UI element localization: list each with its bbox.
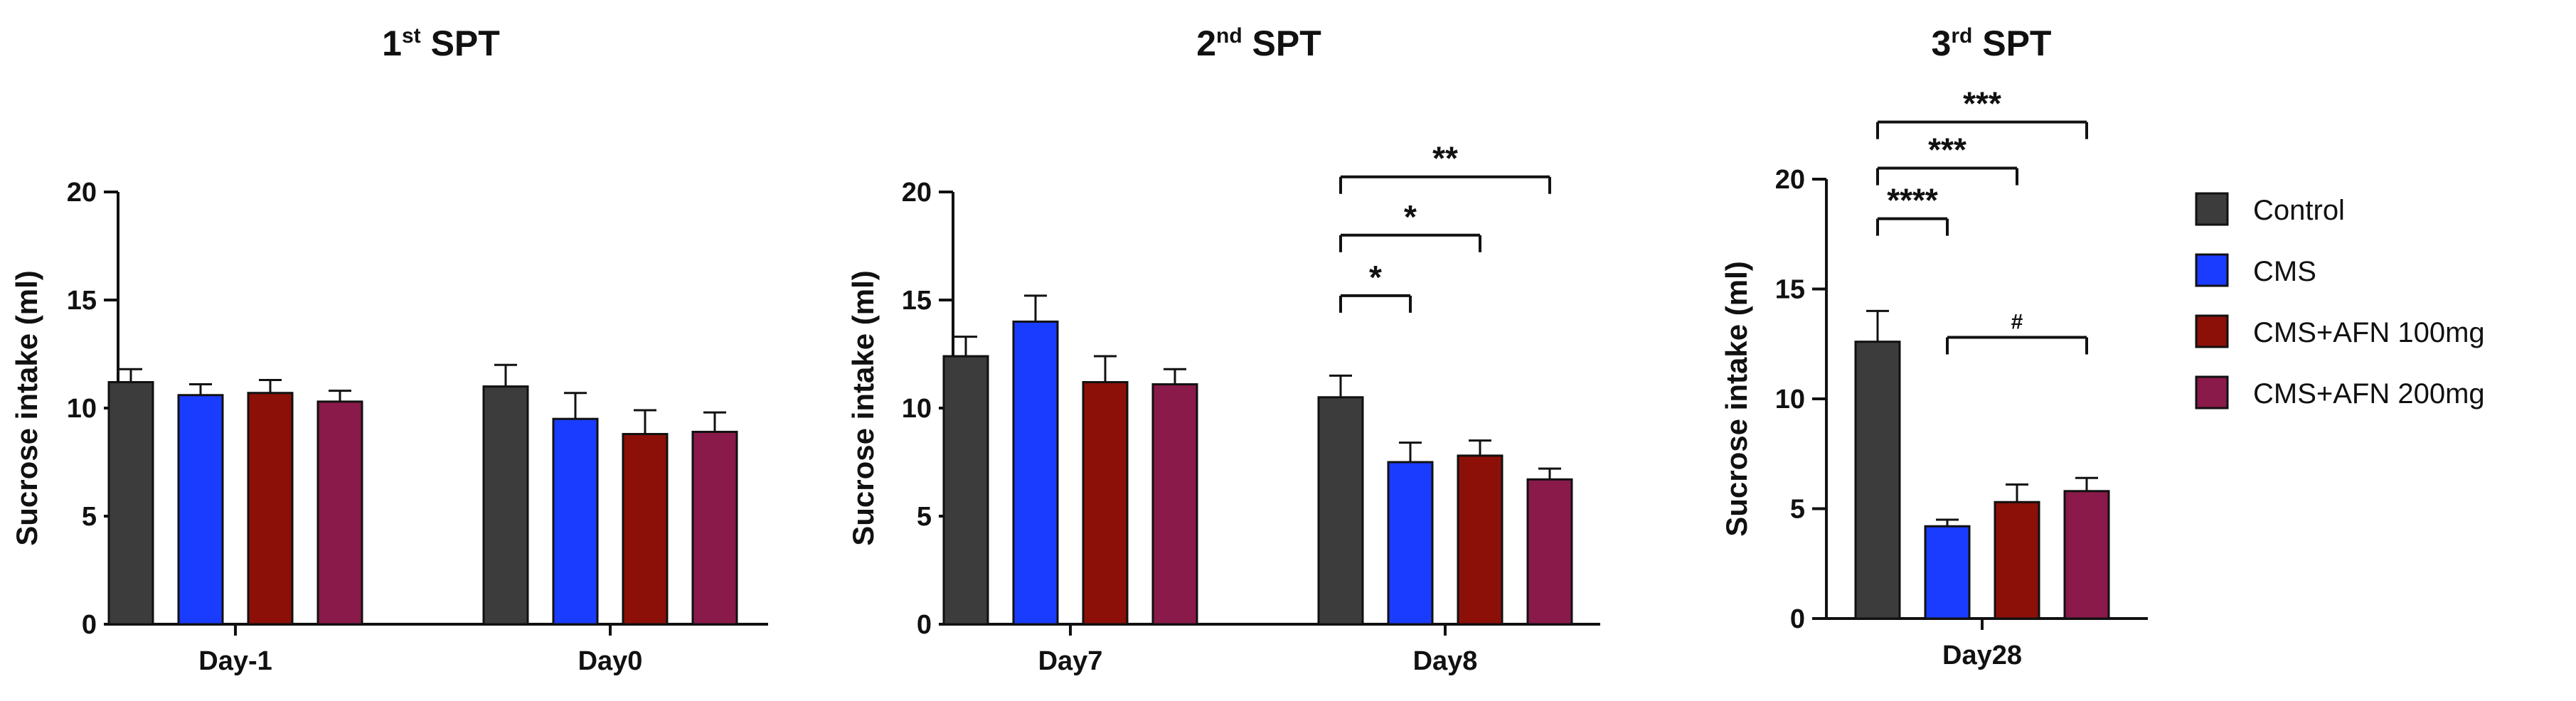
y-tick-label: 20 <box>67 178 97 208</box>
bar-cms-afn-200mg <box>1151 383 1198 626</box>
x-tick-label: Day0 <box>578 646 643 676</box>
bar-control <box>1317 396 1364 626</box>
y-tick-label: 10 <box>1775 385 1805 414</box>
bar-cms-afn-100mg <box>1082 381 1129 626</box>
bar-cms <box>1924 525 1971 620</box>
significance-label: *** <box>1963 85 2001 122</box>
y-tick-label: 0 <box>917 610 932 640</box>
y-tick-label: 10 <box>67 394 97 424</box>
y-tick-label: 5 <box>917 502 932 532</box>
legend-label: Control <box>2253 195 2345 226</box>
x-tick-label: Day7 <box>1038 646 1103 676</box>
y-axis-label: Sucrose intake (ml) <box>10 270 43 545</box>
panel-title-sup: rd <box>1951 24 1972 48</box>
panel-title-rest: SPT <box>421 23 500 63</box>
bar-control <box>1854 341 1901 620</box>
panel-title-sup: st <box>402 24 421 48</box>
x-tick-label: Day8 <box>1413 646 1478 676</box>
y-tick-label: 10 <box>902 394 932 424</box>
bar-cms <box>1012 320 1059 626</box>
significance-label: # <box>2011 310 2023 333</box>
y-tick-label: 20 <box>902 178 932 208</box>
y-tick-label: 15 <box>67 286 97 316</box>
y-tick-label: 5 <box>1790 495 1805 525</box>
bar-cms-afn-100mg <box>1457 454 1503 626</box>
bar-control <box>942 355 989 626</box>
significance-label: * <box>1404 198 1417 235</box>
panel-title: 1st SPT <box>382 23 500 63</box>
y-tick-label: 20 <box>1775 165 1805 195</box>
x-tick-label: Day28 <box>1942 641 2022 670</box>
y-axis-label: Sucrose intake (ml) <box>1720 261 1753 536</box>
legend: Control CMS CMS+AFN 100mg CMS+AFN 200mg <box>2195 192 2485 410</box>
bar-cms <box>552 417 599 626</box>
chart-panel-1: 1st SPT 0 5 10 15 20 Sucrose intake (ml) Day-1 D… <box>10 23 768 676</box>
x-tick-label: Day-1 <box>198 646 272 676</box>
bar-cms-afn-100mg <box>622 432 669 626</box>
significance-label: *** <box>1928 132 1966 168</box>
y-axis-label: Sucrose intake (ml) <box>846 270 880 545</box>
chart-panel-3: 3rd SPT 0 5 10 15 20 Sucrose intake (ml) Day28 *… <box>1720 23 2148 670</box>
bar-cms-afn-200mg <box>1526 478 1573 626</box>
panel-title-main: 2 <box>1196 23 1216 63</box>
panel-title-main: 3 <box>1932 23 1952 63</box>
bar-cms-afn-200mg <box>2063 490 2110 620</box>
bar-cms <box>1387 461 1434 626</box>
significance-label: * <box>1369 259 1382 296</box>
panel-title-sup: nd <box>1216 24 1242 48</box>
legend-label: CMS+AFN 200mg <box>2253 378 2485 410</box>
bar-cms-afn-100mg <box>1994 501 2040 620</box>
significance-label: **** <box>1887 182 1938 219</box>
bar-cms-afn-100mg <box>247 392 294 626</box>
legend-label: CMS <box>2253 256 2316 287</box>
legend-swatch-control <box>2195 192 2229 226</box>
bar-cms-afn-200mg <box>316 400 363 626</box>
legend-swatch-cms-afn-100mg <box>2195 314 2229 348</box>
significance-label: ** <box>1432 140 1458 177</box>
y-tick-label: 15 <box>1775 275 1805 305</box>
y-tick-label: 0 <box>82 610 97 640</box>
panel-title-main: 1 <box>382 23 402 63</box>
legend-swatch-cms-afn-200mg <box>2195 375 2229 410</box>
y-tick-label: 5 <box>82 502 97 532</box>
bar-control <box>107 381 154 626</box>
bar-cms-afn-200mg <box>691 430 738 626</box>
panel-title: 3rd SPT <box>1932 23 2052 63</box>
y-tick-label: 15 <box>902 286 932 316</box>
legend-swatch-cms <box>2195 253 2229 287</box>
bar-control <box>482 385 529 626</box>
chart-panel-2: 2nd SPT 0 5 10 15 20 Sucrose intake (ml) Day7 Da… <box>846 23 1600 676</box>
panel-title-rest: SPT <box>1242 23 1321 63</box>
y-tick-label: 0 <box>1790 604 1805 634</box>
panel-title: 2nd SPT <box>1196 23 1321 63</box>
legend-label: CMS+AFN 100mg <box>2253 317 2485 348</box>
bar-cms <box>177 394 224 626</box>
panel-title-rest: SPT <box>1972 23 2051 63</box>
